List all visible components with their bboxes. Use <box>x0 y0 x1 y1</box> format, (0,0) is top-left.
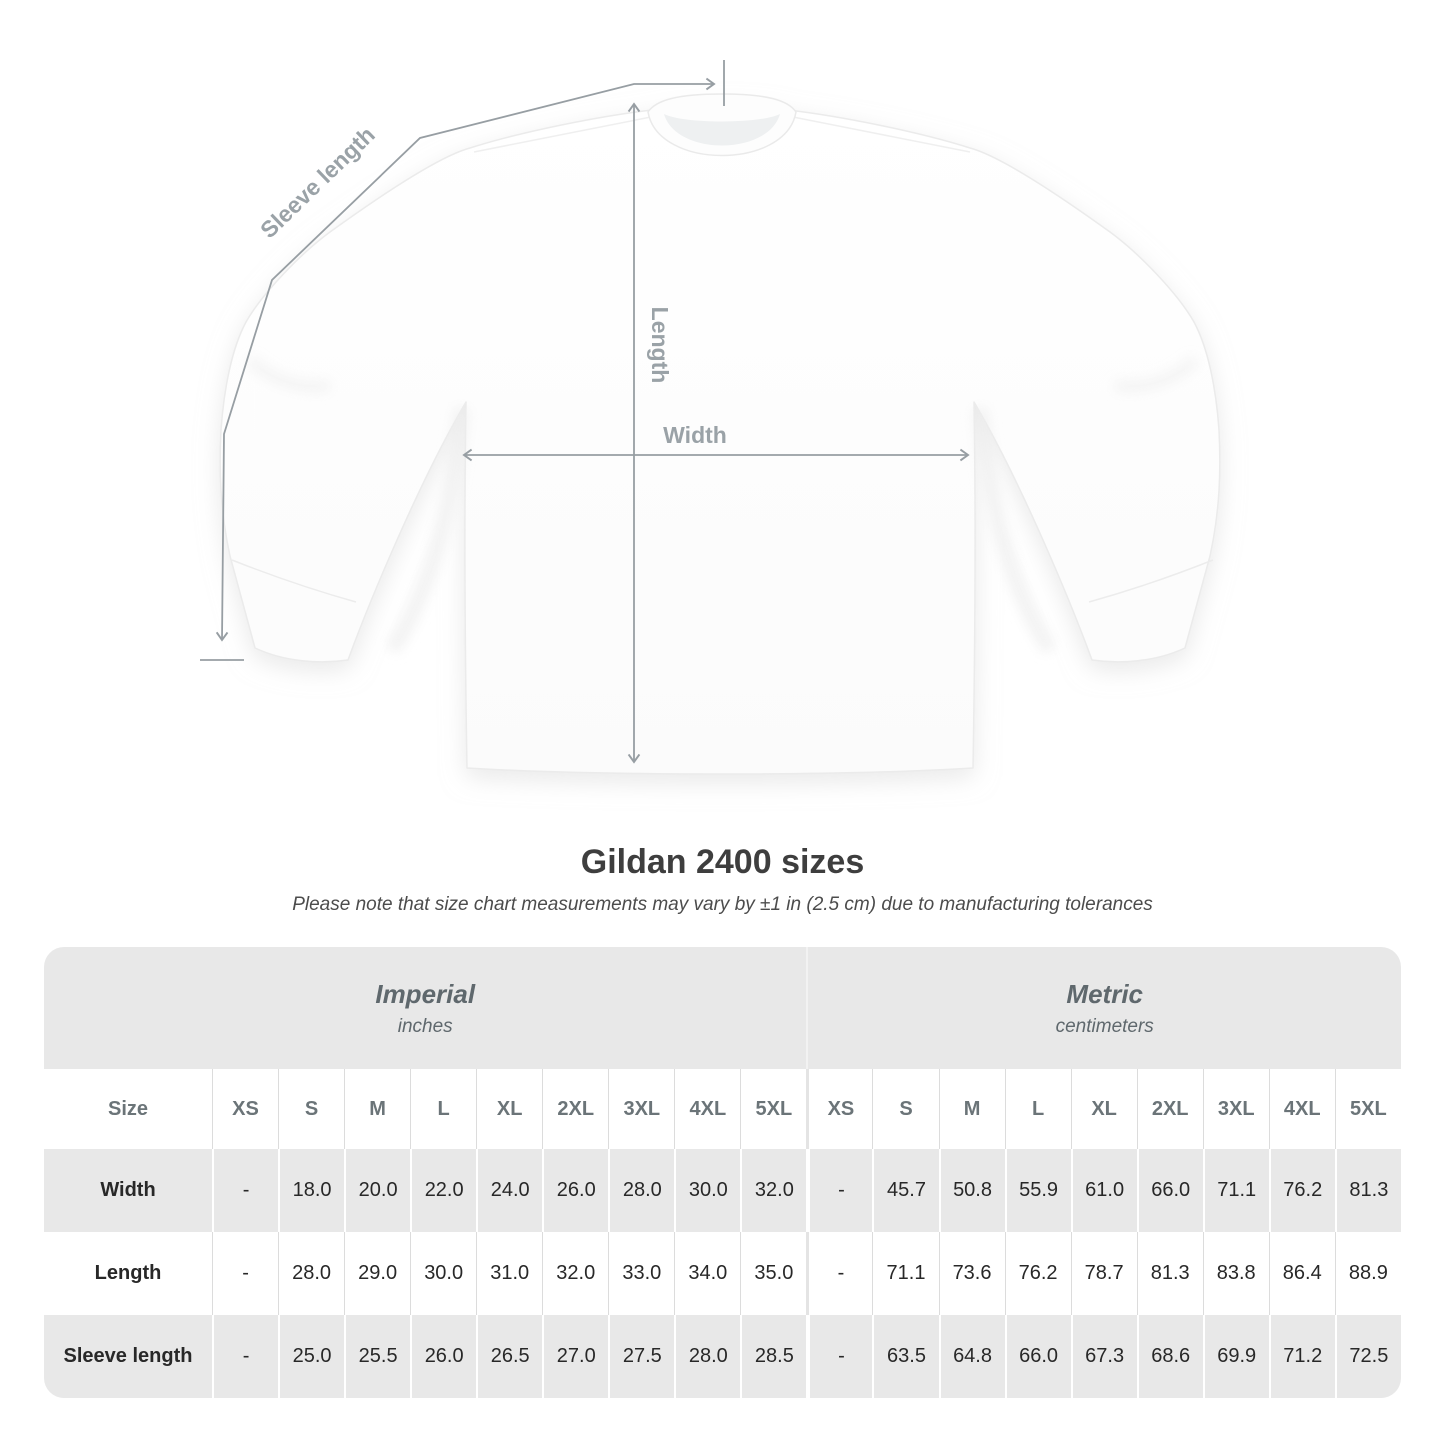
cell: 28.0 <box>674 1315 741 1398</box>
cell: 81.3 <box>1334 1149 1401 1232</box>
imperial-group-header: Imperial inches <box>44 947 807 1069</box>
cell: 27.0 <box>542 1315 609 1398</box>
imperial-unit: inches <box>397 1015 453 1037</box>
cell: 28.5 <box>740 1315 807 1398</box>
row-label: Length <box>44 1232 212 1315</box>
cell: 50.8 <box>938 1149 1005 1232</box>
cell: 32.0 <box>740 1149 807 1232</box>
cell: 81.3 <box>1136 1232 1203 1315</box>
shirt-measurement-diagram: Sleeve length Length Width <box>200 60 1221 775</box>
cell: - <box>806 1149 873 1232</box>
cell: 28.0 <box>278 1232 345 1315</box>
sleeve-length-row: Sleeve length - 25.0 25.5 26.0 26.5 27.0… <box>44 1315 1401 1398</box>
cell: 26.0 <box>542 1149 609 1232</box>
cell: 20.0 <box>344 1149 411 1232</box>
width-row: Width - 18.0 20.0 22.0 24.0 26.0 28.0 30… <box>44 1149 1401 1232</box>
cell: - <box>212 1149 279 1232</box>
size-header: M <box>344 1069 411 1149</box>
cell: 55.9 <box>1004 1149 1071 1232</box>
cell: - <box>806 1315 873 1398</box>
size-header: S <box>872 1069 939 1149</box>
cell: 28.0 <box>608 1149 675 1232</box>
size-column-header: Size <box>44 1069 212 1149</box>
size-header: 3XL <box>608 1069 675 1149</box>
cell: 71.2 <box>1268 1315 1335 1398</box>
length-row: Length - 28.0 29.0 30.0 31.0 32.0 33.0 3… <box>44 1232 1401 1315</box>
page-title: Gildan 2400 sizes <box>580 843 865 881</box>
size-header: 4XL <box>1268 1069 1335 1149</box>
cell: 71.1 <box>1202 1149 1269 1232</box>
size-header: 2XL <box>1136 1069 1203 1149</box>
cell: 68.6 <box>1136 1315 1203 1398</box>
size-header: S <box>278 1069 345 1149</box>
cell: 67.3 <box>1070 1315 1137 1398</box>
cell: 88.9 <box>1334 1232 1401 1315</box>
cell: 30.0 <box>674 1149 741 1232</box>
size-header: XS <box>212 1069 279 1149</box>
size-header: 2XL <box>542 1069 609 1149</box>
cell: 26.0 <box>410 1315 477 1398</box>
cell: 73.6 <box>938 1232 1005 1315</box>
size-header: 4XL <box>674 1069 741 1149</box>
cell: 71.1 <box>872 1232 939 1315</box>
size-header: M <box>938 1069 1005 1149</box>
cell: 31.0 <box>476 1232 543 1315</box>
sleeve-length-arrow <box>215 77 716 642</box>
cell: 76.2 <box>1004 1232 1071 1315</box>
metric-unit: centimeters <box>1055 1015 1154 1037</box>
size-header: XL <box>476 1069 543 1149</box>
cell: 72.5 <box>1334 1315 1401 1398</box>
cell: 34.0 <box>674 1232 741 1315</box>
cell: 83.8 <box>1202 1232 1269 1315</box>
size-header: L <box>1004 1069 1071 1149</box>
cell: 22.0 <box>410 1149 477 1232</box>
cell: 76.2 <box>1268 1149 1335 1232</box>
size-chart-table: Imperial inches Metric centimeters Size … <box>44 947 1401 1398</box>
cell: 32.0 <box>542 1232 609 1315</box>
cell: - <box>806 1232 873 1315</box>
unit-group-row: Imperial inches Metric centimeters <box>44 947 1401 1069</box>
cell: 26.5 <box>476 1315 543 1398</box>
cell: 18.0 <box>278 1149 345 1232</box>
cuff-seam-right <box>1088 559 1214 603</box>
cell: 64.8 <box>938 1315 1005 1398</box>
length-label: Length <box>647 307 673 384</box>
cell: 63.5 <box>872 1315 939 1398</box>
shoulder-seam-right <box>787 115 971 153</box>
cell: 27.5 <box>608 1315 675 1398</box>
cell: 45.7 <box>872 1149 939 1232</box>
width-label: Width <box>663 422 727 448</box>
cell: 66.0 <box>1004 1315 1071 1398</box>
cell: 29.0 <box>344 1232 411 1315</box>
cell: 86.4 <box>1268 1232 1335 1315</box>
size-header-row: Size XS S M L XL 2XL 3XL 4XL 5XL XS S M … <box>44 1069 1401 1149</box>
cell: - <box>212 1232 279 1315</box>
cell: 33.0 <box>608 1232 675 1315</box>
imperial-label: Imperial <box>375 978 476 1009</box>
row-label: Sleeve length <box>44 1315 212 1398</box>
cell: 61.0 <box>1070 1149 1137 1232</box>
tolerance-note: Please note that size chart measurements… <box>292 894 1153 915</box>
size-header: XL <box>1070 1069 1137 1149</box>
cell: 35.0 <box>740 1232 807 1315</box>
size-header: L <box>410 1069 477 1149</box>
cell: 66.0 <box>1136 1149 1203 1232</box>
metric-group-header: Metric centimeters <box>806 947 1401 1069</box>
cell: 25.5 <box>344 1315 411 1398</box>
cell: 30.0 <box>410 1232 477 1315</box>
cell: 25.0 <box>278 1315 345 1398</box>
cell: 24.0 <box>476 1149 543 1232</box>
size-header: XS <box>806 1069 873 1149</box>
cell: 78.7 <box>1070 1232 1137 1315</box>
row-label: Width <box>44 1149 212 1232</box>
cell: 69.9 <box>1202 1315 1269 1398</box>
metric-label: Metric <box>1066 978 1143 1009</box>
size-header: 5XL <box>740 1069 807 1149</box>
cell: - <box>212 1315 279 1398</box>
size-header: 3XL <box>1202 1069 1269 1149</box>
measurement-arrows <box>200 60 970 764</box>
size-header: 5XL <box>1334 1069 1401 1149</box>
